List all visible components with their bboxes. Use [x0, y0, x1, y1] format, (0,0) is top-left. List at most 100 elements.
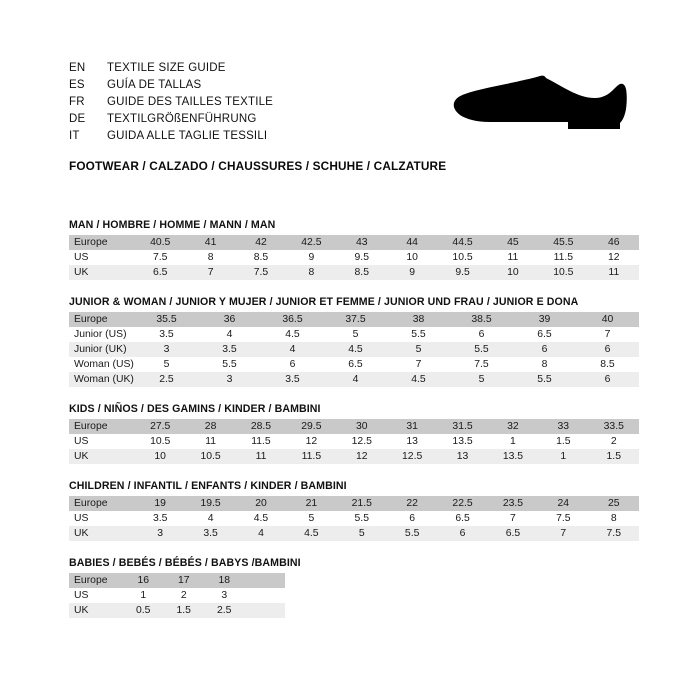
- row-label: Woman (UK): [69, 372, 135, 387]
- language-code: ES: [69, 79, 85, 91]
- column-header-cell: 29.5: [286, 419, 337, 434]
- table-header-row: Europe 40.5 41 42 42.5 43 44 44.5 45 45.5 46: [69, 235, 639, 250]
- size-cell: 3.5: [198, 342, 261, 357]
- column-header-cell: 19: [135, 496, 186, 511]
- table-row: US 10.5 11 11.5 12 12.5 13 13.5 1 1.5 2: [69, 434, 639, 449]
- table-row: UK 3 3.5 4 4.5 5 5.5 6 6.5 7 7.5: [69, 526, 639, 541]
- size-cell: 1: [487, 434, 539, 449]
- language-label: TEXTILE SIZE GUIDE: [107, 62, 226, 74]
- size-cell: 11: [487, 250, 539, 265]
- size-cell: 5: [387, 342, 450, 357]
- size-cell: 2.5: [135, 372, 198, 387]
- column-header-cell: 40: [576, 312, 639, 327]
- size-cell: 3: [204, 588, 245, 603]
- size-cell: 4: [235, 526, 287, 541]
- language-row: ES GUÍA DE TALLAS: [69, 77, 469, 94]
- size-cell: 8: [185, 250, 236, 265]
- size-cell: [244, 588, 285, 603]
- column-header-cell: 36.5: [261, 312, 324, 327]
- table-row: UK 0.5 1.5 2.5: [69, 603, 285, 618]
- size-cell: 11.5: [286, 449, 337, 464]
- size-cell: 2.5: [204, 603, 245, 618]
- size-cell: 10: [135, 449, 186, 464]
- size-table: Europe 27.5 28 28.5 29.5 30 31 31.5 32 33 33.5 US 10…: [69, 419, 639, 464]
- row-label: US: [69, 588, 123, 603]
- language-label: GUÍA DE TALLAS: [107, 79, 202, 91]
- size-cell: 6: [437, 526, 488, 541]
- size-cell: 1.5: [163, 603, 204, 618]
- column-header-cell: 27.5: [135, 419, 186, 434]
- size-cell: 12.5: [336, 434, 387, 449]
- size-section: MAN / HOMBRE / HOMME / MANN / MAN Europe 4…: [69, 219, 640, 280]
- column-header-cell: 28.5: [235, 419, 287, 434]
- size-cell: 5.5: [450, 342, 513, 357]
- size-cell: 7: [538, 526, 589, 541]
- column-header-cell: 21: [286, 496, 337, 511]
- column-header-cell: 31.5: [437, 419, 488, 434]
- row-label: Europe: [69, 419, 135, 434]
- column-header-cell: 43: [336, 235, 387, 250]
- language-label: GUIDE DES TAILLES TEXTILE: [107, 96, 274, 108]
- size-cell: 10.5: [437, 250, 488, 265]
- size-cell: 6.5: [324, 357, 387, 372]
- column-header-cell: 28: [185, 419, 236, 434]
- section-label: MAN / HOMBRE / HOMME / MANN / MAN: [69, 219, 276, 231]
- size-cell: 7.5: [588, 526, 639, 541]
- size-cell: 7.5: [450, 357, 513, 372]
- size-cell: 5.5: [336, 511, 387, 526]
- column-header-cell: 31: [386, 419, 438, 434]
- size-cell: 1: [538, 449, 589, 464]
- row-label: Europe: [69, 235, 135, 250]
- size-cell: 2: [163, 588, 204, 603]
- row-label: US: [69, 434, 135, 449]
- size-cell: 5.5: [386, 526, 438, 541]
- row-label: UK: [69, 603, 123, 618]
- column-header-cell: 22.5: [437, 496, 488, 511]
- table-row: Junior (US) 3.5 4 4.5 5 5.5 6 6.5 7: [69, 327, 639, 342]
- size-section: JUNIOR & WOMAN / JUNIOR Y MUJER / JUNIOR…: [69, 296, 640, 387]
- size-cell: 10.5: [538, 265, 589, 280]
- size-cell: 6: [261, 357, 324, 372]
- column-header-cell: 30: [336, 419, 387, 434]
- column-header-cell: 22: [386, 496, 438, 511]
- size-cell: 13: [437, 449, 488, 464]
- size-sections: MAN / HOMBRE / HOMME / MANN / MAN Europe 4…: [69, 219, 640, 618]
- language-code: EN: [69, 62, 86, 74]
- column-header-cell: 39: [513, 312, 576, 327]
- size-cell: 4.5: [387, 372, 450, 387]
- size-cell: 4: [261, 342, 324, 357]
- row-label: UK: [69, 526, 135, 541]
- size-cell: 8.5: [235, 250, 287, 265]
- size-cell: 4.5: [235, 511, 287, 526]
- column-header-cell: 37.5: [324, 312, 387, 327]
- column-header-cell: 16: [123, 573, 164, 588]
- size-cell: 6: [513, 342, 576, 357]
- size-cell: 1.5: [588, 449, 639, 464]
- size-cell: 9.5: [437, 265, 488, 280]
- column-header-cell: 33: [538, 419, 589, 434]
- size-cell: 6: [576, 342, 639, 357]
- size-cell: 6.5: [135, 265, 186, 280]
- size-cell: 5: [135, 357, 198, 372]
- size-cell: 4.5: [286, 526, 337, 541]
- size-cell: 3.5: [135, 327, 198, 342]
- size-cell: 7: [387, 357, 450, 372]
- size-cell: 6: [386, 511, 438, 526]
- size-cell: 4: [324, 372, 387, 387]
- size-cell: 10.5: [185, 449, 236, 464]
- row-label: US: [69, 250, 135, 265]
- size-cell: 8.5: [576, 357, 639, 372]
- size-cell: 11: [588, 265, 639, 280]
- row-label: Europe: [69, 573, 123, 588]
- column-header-cell: [244, 573, 285, 588]
- row-label: Junior (UK): [69, 342, 135, 357]
- size-cell: 6.5: [437, 511, 488, 526]
- table-header-row: Europe 16 17 18: [69, 573, 285, 588]
- language-label: TEXTILGRÖßENFÜHRUNG: [107, 113, 257, 125]
- row-label: Junior (US): [69, 327, 135, 342]
- column-header-cell: 24: [538, 496, 589, 511]
- size-table: Europe 19 19.5 20 21 21.5 22 22.5 23.5 24 25 US 3.5 4…: [69, 496, 639, 541]
- language-code: FR: [69, 96, 85, 108]
- size-cell: 13.5: [487, 449, 539, 464]
